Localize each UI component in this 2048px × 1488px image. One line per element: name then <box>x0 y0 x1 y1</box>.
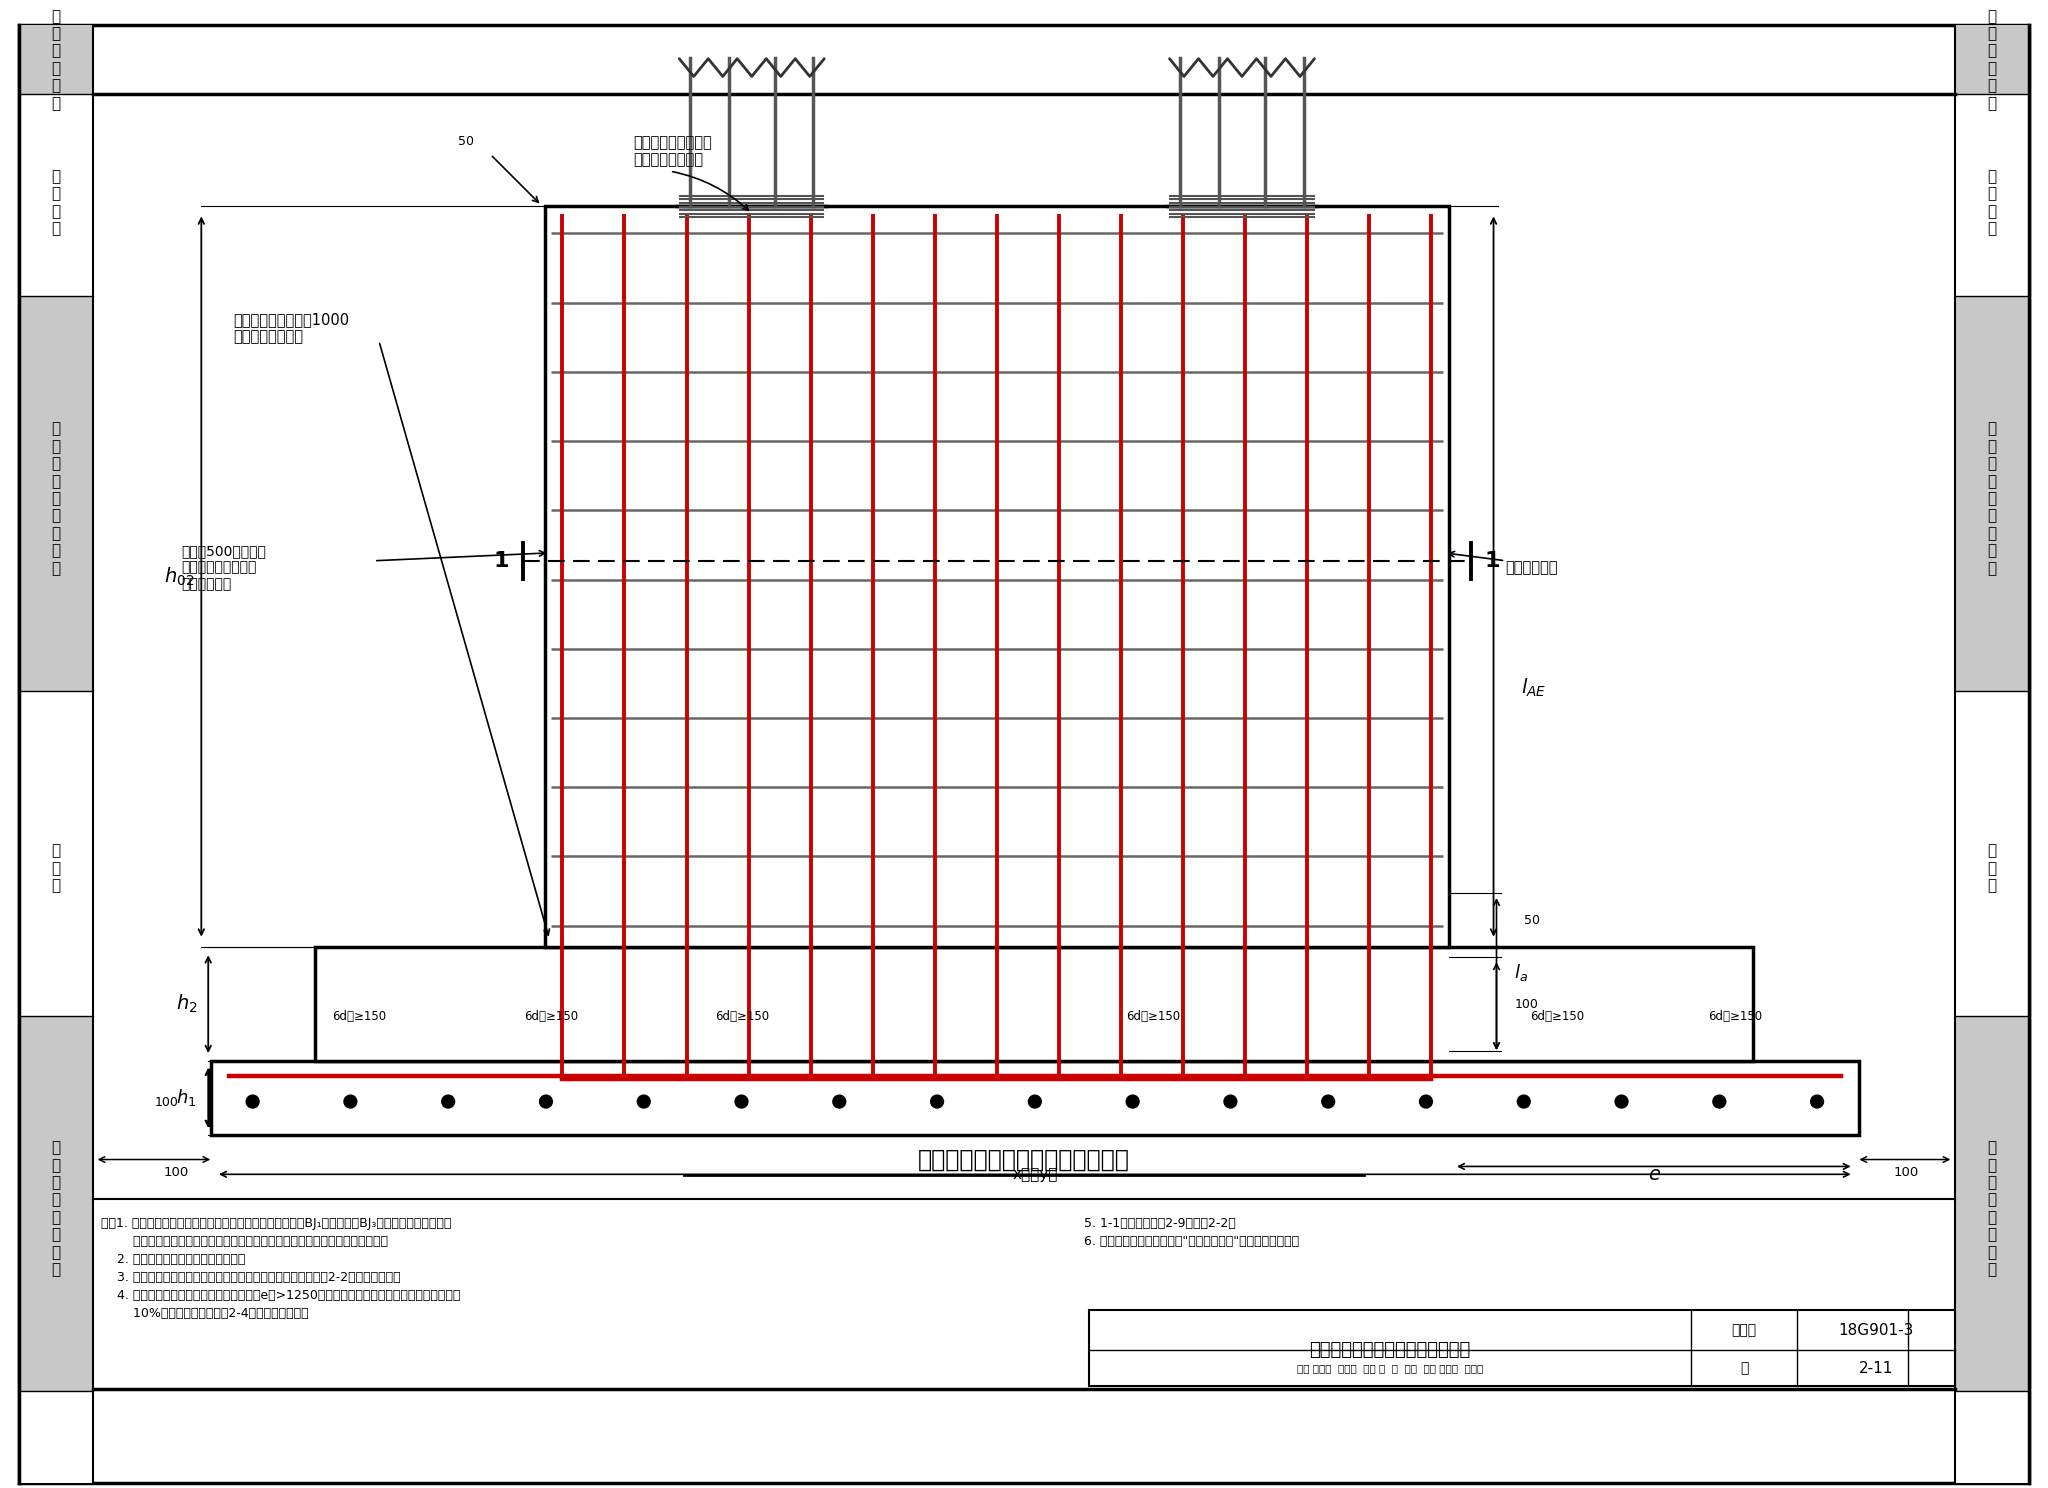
Text: 审核 黄志刚  董启刚  校对 潘  道  详礼  设计 王怀元  汪仁元: 审核 黄志刚 董启刚 校对 潘 道 详礼 设计 王怀元 汪仁元 <box>1296 1363 1483 1373</box>
Bar <box>211 1061 1858 1135</box>
Text: 双柱带短柱独立基础钉筋排布构造: 双柱带短柱独立基础钉筋排布构造 <box>918 1147 1130 1171</box>
Text: 50: 50 <box>457 135 473 147</box>
Text: 6d且≥150: 6d且≥150 <box>1530 1010 1585 1022</box>
Bar <box>1956 1016 2030 1391</box>
Circle shape <box>735 1095 748 1109</box>
Circle shape <box>442 1095 455 1109</box>
Text: 注：1. 双柱带短柱独立基础底板的截面形状可以为阶形截面BJ₁或坡形截面BJ₃。当为坡形截面且坡度
        较大时，应在坡面上安装顶部模板，以确保混凝土: 注：1. 双柱带短柱独立基础底板的截面形状可以为阶形截面BJ₁或坡形截面BJ₃。… <box>100 1217 461 1320</box>
Text: 施工应注意保证钢筋
的定位及伸入长度: 施工应注意保证钢筋 的定位及伸入长度 <box>633 135 713 168</box>
Bar <box>18 296 92 690</box>
Circle shape <box>1321 1095 1335 1109</box>
Bar <box>1956 94 2030 296</box>
Text: 100: 100 <box>156 1097 178 1109</box>
Circle shape <box>1616 1095 1628 1109</box>
Text: $l_{AE}$: $l_{AE}$ <box>1522 677 1546 699</box>
Text: 6d且≥150: 6d且≥150 <box>332 1010 387 1022</box>
Text: 1: 1 <box>494 551 510 571</box>
Text: 6d且≥150: 6d且≥150 <box>1126 1010 1180 1022</box>
Circle shape <box>1518 1095 1530 1109</box>
Text: 双柱带短柱独立基础钉筋排布构造: 双柱带短柱独立基础钉筋排布构造 <box>1309 1341 1470 1360</box>
Text: 短柱范围箍筋: 短柱范围箍筋 <box>1505 559 1559 576</box>
Text: 与
基
础
有
关
的
构
造: 与 基 础 有 关 的 构 造 <box>51 1140 59 1277</box>
Text: $l_a$: $l_a$ <box>1513 961 1528 982</box>
Bar <box>1956 690 2030 1016</box>
Text: 18G901-3: 18G901-3 <box>1839 1323 1915 1338</box>
Circle shape <box>1419 1095 1432 1109</box>
Circle shape <box>1225 1095 1237 1109</box>
Circle shape <box>539 1095 553 1109</box>
Text: 间距＜500，且不小
于两道矩形封闭箍筋
（非复合箍）: 间距＜500，且不小 于两道矩形封闭箍筋 （非复合箍） <box>182 545 266 591</box>
Text: 5. 1-1详见本图集第2-9页中的2-2。
6. 柱插筋构造详见本图集的"一般构造要求"部分的有关详图。: 5. 1-1详见本图集第2-9页中的2-2。 6. 柱插筋构造详见本图集的"一般… <box>1083 1217 1298 1248</box>
Bar <box>18 1016 92 1391</box>
Circle shape <box>1126 1095 1139 1109</box>
Text: $h_1$: $h_1$ <box>176 1088 197 1109</box>
Bar <box>1956 25 2030 94</box>
Text: e: e <box>1649 1165 1659 1184</box>
Circle shape <box>246 1095 258 1109</box>
Text: x（或y）: x（或y） <box>1012 1167 1057 1181</box>
Text: 100: 100 <box>1892 1165 1919 1178</box>
Text: 桶
基
础: 桶 基 础 <box>51 844 59 893</box>
Bar <box>545 205 1450 948</box>
Text: 2-11: 2-11 <box>1860 1360 1894 1376</box>
Text: 一
般
构
造
要
求: 一 般 构 造 要 求 <box>51 9 59 110</box>
Circle shape <box>637 1095 649 1109</box>
Text: 插至基底纵筋间距＜1000
支在底板钢筋网上: 插至基底纵筋间距＜1000 支在底板钢筋网上 <box>233 312 348 344</box>
Circle shape <box>1712 1095 1726 1109</box>
Text: 条
形
基
础
与
筏
形
基
础: 条 形 基 础 与 筏 形 基 础 <box>51 421 59 576</box>
Bar <box>18 25 92 94</box>
Text: 与
基
础
有
关
的
构
造: 与 基 础 有 关 的 构 造 <box>1989 1140 1997 1277</box>
Text: 100: 100 <box>164 1165 188 1178</box>
Bar <box>18 94 92 296</box>
Bar <box>18 690 92 1016</box>
Text: 页: 页 <box>1741 1362 1749 1375</box>
Circle shape <box>1028 1095 1040 1109</box>
Text: 100: 100 <box>1513 997 1538 1010</box>
Bar <box>1090 1311 1956 1387</box>
Text: 条
形
基
础
与
筏
形
基
础: 条 形 基 础 与 筏 形 基 础 <box>1989 421 1997 576</box>
Text: 50: 50 <box>1524 914 1540 927</box>
Bar <box>18 1391 92 1484</box>
Circle shape <box>1810 1095 1823 1109</box>
Text: 1: 1 <box>1485 551 1501 571</box>
Text: 6d且≥150: 6d且≥150 <box>524 1010 580 1022</box>
Text: 独
立
基
础: 独 立 基 础 <box>1989 170 1997 237</box>
Text: 6d且≥150: 6d且≥150 <box>715 1010 768 1022</box>
Text: 图集号: 图集号 <box>1731 1323 1757 1338</box>
Text: 一
般
构
造
要
求: 一 般 构 造 要 求 <box>1989 9 1997 110</box>
Bar <box>315 948 1753 1061</box>
Bar <box>1956 1391 2030 1484</box>
Text: $h_2$: $h_2$ <box>176 992 197 1015</box>
Circle shape <box>834 1095 846 1109</box>
Text: 桶
基
础: 桶 基 础 <box>1989 844 1997 893</box>
Circle shape <box>930 1095 944 1109</box>
Text: 独
立
基
础: 独 立 基 础 <box>51 170 59 237</box>
Text: 6d且≥150: 6d且≥150 <box>1708 1010 1761 1022</box>
Circle shape <box>344 1095 356 1109</box>
Bar <box>1956 296 2030 690</box>
Text: $h_{02}$: $h_{02}$ <box>164 565 195 588</box>
